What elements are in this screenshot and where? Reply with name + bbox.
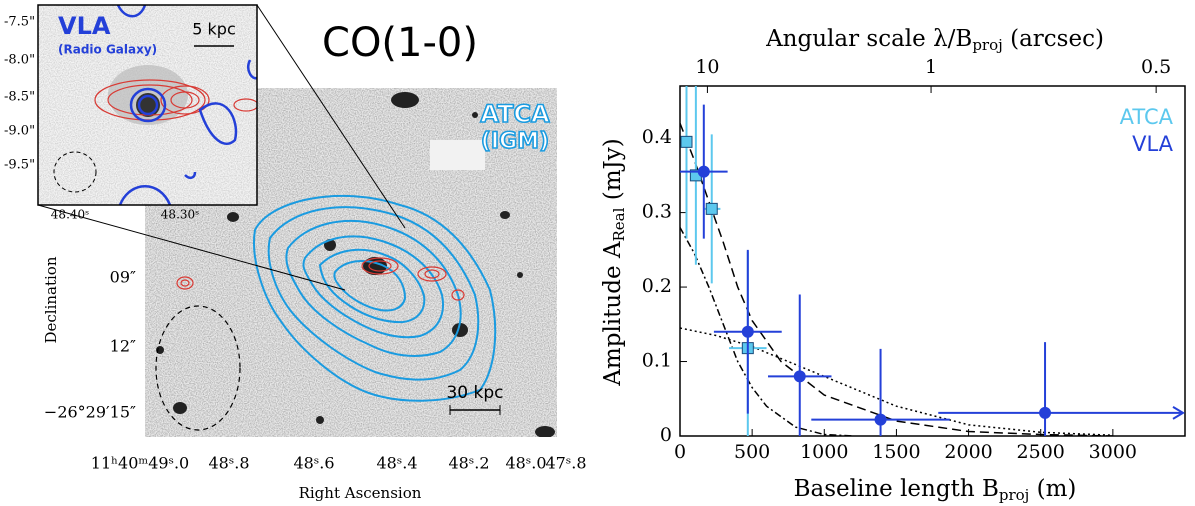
beam bbox=[155, 305, 241, 431]
plot-frame bbox=[679, 85, 1186, 437]
inset-y-tick-label: -8.5" bbox=[4, 90, 35, 105]
x2-tick-label: 0.5 bbox=[1141, 56, 1171, 78]
x-label-text: Baseline length B bbox=[794, 476, 999, 502]
x-tick-label: 48ˢ.8 bbox=[208, 454, 249, 473]
x-tick-label: 3000 bbox=[1089, 441, 1137, 463]
inset-content bbox=[53, 5, 257, 205]
inset-frame bbox=[37, 4, 258, 206]
inset-x-tick-label: 48.40ˢ bbox=[51, 208, 89, 222]
atca-contours bbox=[253, 194, 497, 402]
y-tick-label: 0.1 bbox=[642, 350, 672, 372]
plot-area bbox=[680, 86, 1185, 436]
x-axis-label: Baseline length Bproj (m) bbox=[794, 476, 1077, 504]
x-tick-label: 1500 bbox=[872, 441, 920, 463]
data-point bbox=[874, 413, 887, 426]
x-axis-label: Right Ascension bbox=[299, 484, 422, 502]
y-tick-label: −26°29′15″ bbox=[44, 403, 136, 422]
x-tick-label: 1000 bbox=[800, 441, 848, 463]
data-point bbox=[680, 135, 693, 148]
scale-bar-label: 30 kpc bbox=[446, 383, 503, 403]
x-tick-label: 2500 bbox=[1017, 441, 1065, 463]
x-label-sub: proj bbox=[999, 486, 1029, 504]
x2-axis-label: Angular scale λ/Bproj (arcsec) bbox=[765, 26, 1104, 54]
y-tick-label: 0.4 bbox=[642, 126, 672, 148]
y-tick-label: 09″ bbox=[110, 268, 136, 287]
inset-y-tick-label: -9.0" bbox=[4, 124, 35, 139]
data-point bbox=[793, 370, 806, 383]
y-tick-label: 0 bbox=[660, 424, 672, 446]
atca-sublabel: (IGM) bbox=[481, 129, 549, 154]
x2-tick-label: 1 bbox=[925, 56, 937, 78]
x2-tick-label: 10 bbox=[695, 56, 719, 78]
inset-label: VLA bbox=[58, 12, 111, 40]
y-axis-label: Declination bbox=[42, 256, 60, 343]
inset-y-tick-label: -9.5" bbox=[4, 158, 35, 173]
model-curve bbox=[680, 122, 1113, 436]
y-label-text: Amplitude A bbox=[600, 241, 626, 387]
x-tick-label: 0 bbox=[674, 441, 686, 463]
x-tick-label: 47ˢ.8 bbox=[545, 454, 586, 473]
y-axis-label: Amplitude AReal (mJy) bbox=[600, 138, 628, 386]
y-label-sub: Real bbox=[610, 207, 628, 241]
x-label-rest: (m) bbox=[1029, 476, 1076, 502]
limit-arrow bbox=[1172, 406, 1185, 420]
legend-entry: ATCA bbox=[1120, 105, 1174, 129]
y-tick-label: 0.2 bbox=[642, 275, 672, 297]
model-curve bbox=[680, 227, 854, 436]
inset-scale-label: 5 kpc bbox=[192, 20, 235, 39]
inset-y-tick-label: -8.0" bbox=[4, 53, 35, 68]
x-tick-label: 2000 bbox=[944, 441, 992, 463]
image-panel: 30 kpc CO(1-0) ATCA (IGM) Declination Ri… bbox=[4, 4, 587, 502]
baseline-chart: Angular scale λ/Bproj (arcsec) Baseline … bbox=[600, 26, 1186, 504]
vla-contours bbox=[176, 257, 465, 301]
data-point bbox=[705, 202, 718, 215]
x-tick-label: 48ˢ.6 bbox=[293, 454, 334, 473]
inset-y-tick-label: -7.5" bbox=[4, 15, 35, 30]
x2-label-sub: proj bbox=[972, 36, 1002, 54]
inset: VLA (Radio Galaxy) 5 kpc -7.5" -8.0" -8.… bbox=[4, 4, 258, 222]
x-tick-label: 500 bbox=[734, 441, 770, 463]
y-tick-label: 12″ bbox=[110, 337, 136, 356]
x-tick-label: 48ˢ.4 bbox=[376, 454, 417, 473]
legend-entry: VLA bbox=[1132, 132, 1174, 156]
inset-x-tick-label: 48.30ˢ bbox=[161, 208, 199, 222]
image-title: CO(1-0) bbox=[322, 20, 478, 66]
x-tick-label: 48ˢ.2 bbox=[448, 454, 489, 473]
x-tick-label: 48ˢ.0 bbox=[505, 454, 546, 473]
inset-sublabel: (Radio Galaxy) bbox=[58, 43, 157, 57]
y-label-rest: (mJy) bbox=[600, 138, 626, 207]
atca-label: ATCA bbox=[480, 100, 550, 128]
y-tick-label: 0.3 bbox=[642, 201, 672, 223]
x2-label-rest: (arcsec) bbox=[1003, 26, 1104, 52]
data-point bbox=[741, 325, 754, 338]
zoom-line bbox=[37, 204, 346, 291]
data-point bbox=[697, 165, 710, 178]
data-point bbox=[1039, 406, 1052, 419]
zoom-line bbox=[256, 4, 406, 229]
blank-patch bbox=[430, 140, 485, 170]
x-tick-label: 11ʰ40ᵐ49ˢ.0 bbox=[91, 454, 189, 473]
x2-label-text: Angular scale λ/B bbox=[765, 26, 972, 52]
